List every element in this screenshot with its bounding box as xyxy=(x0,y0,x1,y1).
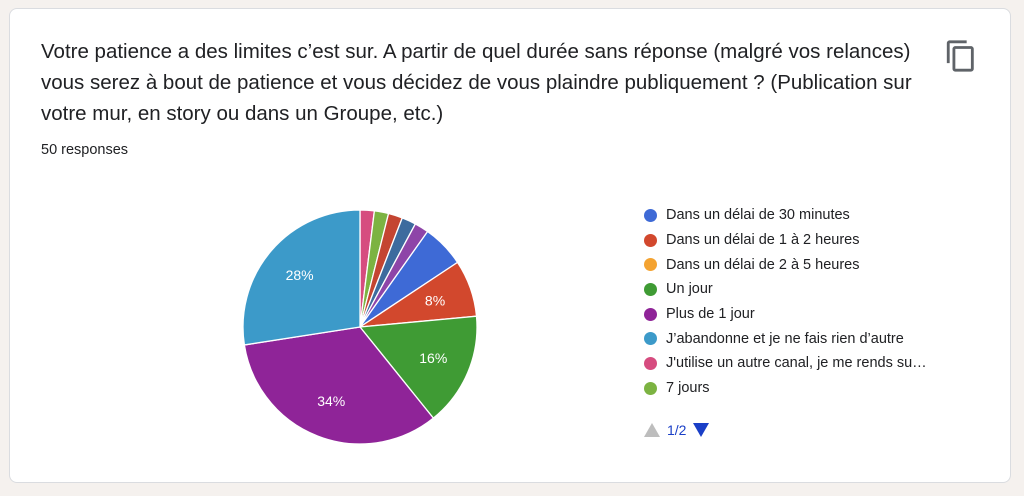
legend-label: J'utilise un autre canal, je me rends su… xyxy=(666,355,927,372)
question-title: Votre patience a des limites c’est sur. … xyxy=(41,40,912,125)
response-count: 50 responses xyxy=(41,142,129,158)
legend-swatch xyxy=(644,381,657,395)
pie-slice xyxy=(242,209,361,346)
question-card: Votre patience a des limites c’est sur. … xyxy=(9,8,1011,483)
pie-slice-label: 16% xyxy=(419,350,447,366)
legend-pager: 1/2 xyxy=(644,422,710,438)
pie-slice-label: 34% xyxy=(317,393,345,409)
legend-label: Plus de 1 jour xyxy=(666,306,755,323)
legend-label: 7 jours xyxy=(666,380,710,397)
legend-swatch xyxy=(644,233,657,247)
legend-swatch xyxy=(644,208,657,222)
legend-item: Dans un délai de 2 à 5 heures xyxy=(644,252,927,277)
copy-icon xyxy=(946,40,974,72)
pie-slice xyxy=(243,326,435,445)
legend-item: Plus de 1 jour xyxy=(644,302,927,327)
pie-chart: 8% 16% 34% 28% xyxy=(242,209,478,445)
legend-swatch xyxy=(644,332,657,346)
legend-label: Dans un délai de 1 à 2 heures xyxy=(666,232,860,249)
legend-item: J'utilise un autre canal, je me rends su… xyxy=(644,351,927,376)
legend-label: J’abandonne et je ne fais rien d’autre xyxy=(666,330,904,347)
legend-swatch xyxy=(644,258,657,272)
pie-slice-label: 28% xyxy=(286,267,314,283)
legend-swatch xyxy=(644,282,657,296)
legend-label: Dans un délai de 2 à 5 heures xyxy=(666,256,860,273)
legend-item: Dans un délai de 30 minutes xyxy=(644,203,927,228)
triangle-up-icon[interactable] xyxy=(644,423,660,437)
legend-item: Dans un délai de 1 à 2 heures xyxy=(644,228,927,253)
legend-swatch xyxy=(644,307,657,321)
legend-label: Dans un délai de 30 minutes xyxy=(666,207,850,224)
pie-slice xyxy=(358,315,478,420)
pager-label: 1/2 xyxy=(667,422,687,438)
legend-item: Un jour xyxy=(644,277,927,302)
pie-slice-label: 8% xyxy=(425,293,445,309)
legend-item: J’abandonne et je ne fais rien d’autre xyxy=(644,326,927,351)
legend-item: 7 jours xyxy=(644,376,927,401)
legend-swatch xyxy=(644,356,657,370)
chart-legend: Dans un délai de 30 minutes Dans un délai… xyxy=(644,203,927,401)
triangle-down-icon[interactable] xyxy=(693,423,710,437)
copy-chart-button[interactable] xyxy=(944,39,978,73)
legend-label: Un jour xyxy=(666,281,713,298)
